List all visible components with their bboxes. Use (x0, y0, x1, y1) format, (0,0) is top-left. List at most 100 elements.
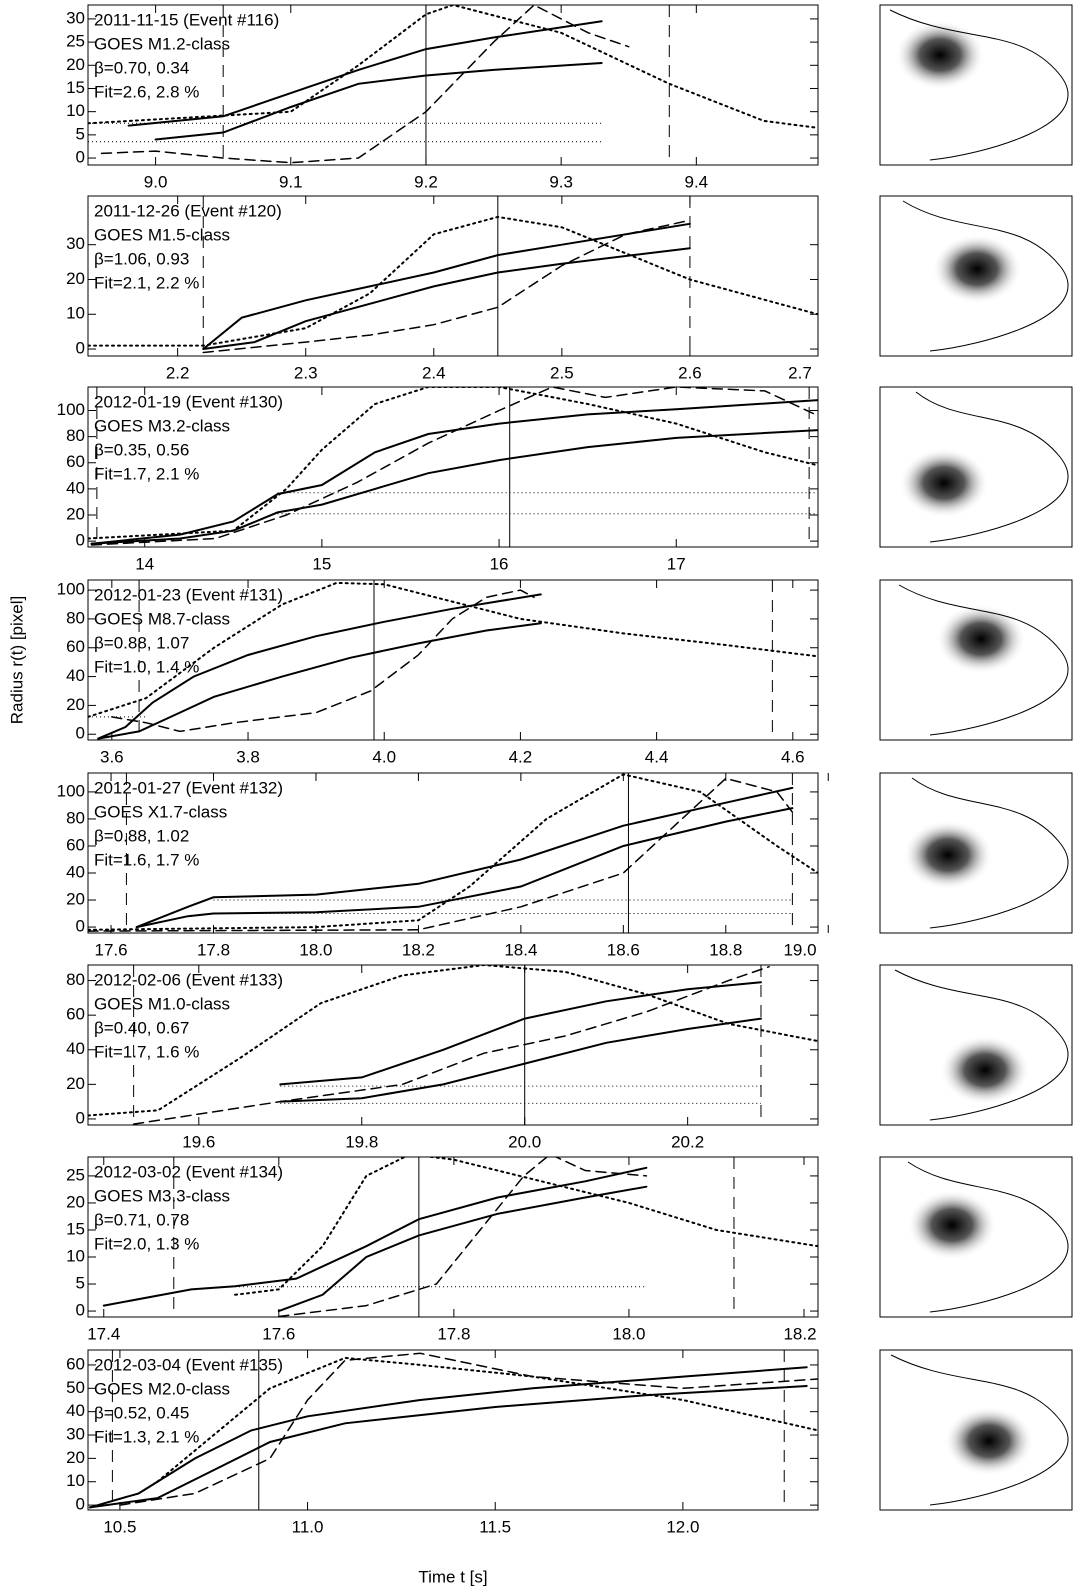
x-tick-label: 3.8 (236, 747, 260, 766)
x-tick-label: 9.1 (279, 172, 303, 191)
annotation: 2011-11-15 (Event #116) (94, 10, 279, 29)
annotation: β=1.06, 0.93 (94, 249, 189, 268)
y-tick-label: 15 (66, 1219, 85, 1238)
annotation: GOES X1.7-class (94, 802, 227, 821)
x-tick-label: 2.2 (166, 363, 190, 382)
thumbnail-image (880, 5, 1072, 165)
x-tick-label: 18.0 (299, 940, 332, 959)
x-tick-label: 18.4 (504, 940, 537, 959)
y-tick-label: 0 (76, 1495, 85, 1514)
curve (137, 808, 793, 927)
x-tick-label: 11.0 (292, 1517, 324, 1536)
x-tick-label: 2.6 (678, 363, 702, 382)
curve (279, 1187, 647, 1311)
thumbnail-feature (907, 1190, 997, 1260)
x-axis-label: Time t [s] (418, 1567, 487, 1586)
y-tick-label: 10 (66, 101, 85, 120)
y-tick-label: 0 (76, 917, 85, 936)
x-tick-label: 18.2 (402, 940, 435, 959)
thumbnail-feature (895, 20, 985, 90)
y-tick-label: 10 (66, 1471, 85, 1490)
thumbnail-frame (880, 5, 1072, 165)
y-tick-label: 100 (57, 781, 85, 800)
annotation: β=0.88, 1.07 (94, 633, 189, 652)
y-tick-label: 0 (76, 339, 85, 358)
panel: 02040608010017.617.818.018.218.418.618.8… (57, 773, 829, 959)
annotation: Fit=2.1, 2.2 % (94, 273, 199, 292)
x-tick-label: 11.5 (479, 1517, 511, 1536)
panel: 02040608019.619.820.020.22012-02-06 (Eve… (66, 965, 818, 1151)
annotation: GOES M3.2-class (94, 416, 230, 435)
y-tick-label: 20 (66, 890, 85, 909)
y-tick-label: 20 (66, 695, 85, 714)
y-tick-label: 5 (76, 1274, 85, 1293)
annotation: β=0.40, 0.67 (94, 1018, 189, 1037)
y-tick-label: 40 (66, 862, 85, 881)
x-tick-label: 17.4 (87, 1324, 120, 1343)
y-tick-label: 60 (66, 1005, 85, 1024)
y-tick-label: 30 (66, 234, 85, 253)
annotation: β=0.52, 0.45 (94, 1403, 189, 1422)
annotation: β=0.71, 0.78 (94, 1210, 189, 1229)
x-tick-label: 9.3 (549, 172, 573, 191)
y-tick-label: 40 (66, 666, 85, 685)
curve (156, 63, 602, 140)
annotation: Fit=2.0, 1.3 % (94, 1234, 199, 1253)
y-tick-label: 0 (76, 1301, 85, 1320)
y-tick-label: 25 (66, 1165, 85, 1184)
curve (92, 430, 819, 544)
y-tick-label: 20 (66, 269, 85, 288)
y-tick-label: 0 (76, 1108, 85, 1127)
curve (280, 982, 761, 1084)
y-tick-label: 80 (66, 970, 85, 989)
annotation: GOES M8.7-class (94, 609, 230, 628)
y-tick-label: 100 (57, 400, 85, 419)
x-tick-label: 9.0 (144, 172, 168, 191)
thumbnail-feature (903, 820, 993, 890)
y-tick-label: 20 (66, 1448, 85, 1467)
panel: 010203040506010.511.011.512.02012-03-04 … (66, 1350, 818, 1536)
y-tick-label: 60 (66, 1354, 85, 1373)
y-tick-label: 30 (66, 1425, 85, 1444)
thumbnail-image (880, 1350, 1072, 1510)
x-tick-label: 2.5 (550, 363, 574, 382)
y-tick-label: 20 (66, 504, 85, 523)
y-tick-label: 40 (66, 1039, 85, 1058)
x-tick-label: 4.6 (781, 747, 805, 766)
x-tick-label: 9.4 (685, 172, 709, 191)
thumbnail-image (880, 387, 1072, 547)
x-tick-label: 17.8 (437, 1324, 470, 1343)
x-tick-label: 4.0 (372, 747, 396, 766)
y-tick-label: 60 (66, 835, 85, 854)
x-tick-label: 18.6 (607, 940, 640, 959)
x-tick-label: 2.7 (788, 363, 812, 382)
y-tick-label: 20 (66, 55, 85, 74)
y-tick-label: 80 (66, 608, 85, 627)
annotation: Fit=1.6, 1.7 % (94, 850, 199, 869)
x-tick-label: 2.3 (294, 363, 318, 382)
x-tick-label: 19.0 (783, 940, 816, 959)
x-tick-label: 16 (490, 554, 509, 573)
annotation: β=0.70, 0.34 (94, 58, 189, 77)
annotation: Fit=1.7, 2.1 % (94, 464, 199, 483)
x-tick-label: 3.6 (100, 747, 124, 766)
x-tick-label: 4.2 (509, 747, 533, 766)
y-tick-label: 10 (66, 1246, 85, 1265)
y-tick-label: 5 (76, 124, 85, 143)
y-tick-label: 15 (66, 78, 85, 97)
annotation: GOES M1.0-class (94, 994, 230, 1013)
x-tick-label: 17.6 (95, 940, 128, 959)
y-tick-label: 100 (57, 580, 85, 599)
curve (157, 1358, 818, 1482)
x-tick-label: 20.2 (671, 1132, 704, 1151)
thumbnail-feature (936, 604, 1026, 674)
y-tick-label: 10 (66, 304, 85, 323)
curve (120, 1353, 818, 1505)
x-tick-label: 14 (135, 554, 154, 573)
y-tick-label: 80 (66, 808, 85, 827)
curve (137, 788, 793, 927)
thumbnail-image (880, 965, 1072, 1125)
annotation: Fit=2.6, 2.8 % (94, 82, 199, 101)
